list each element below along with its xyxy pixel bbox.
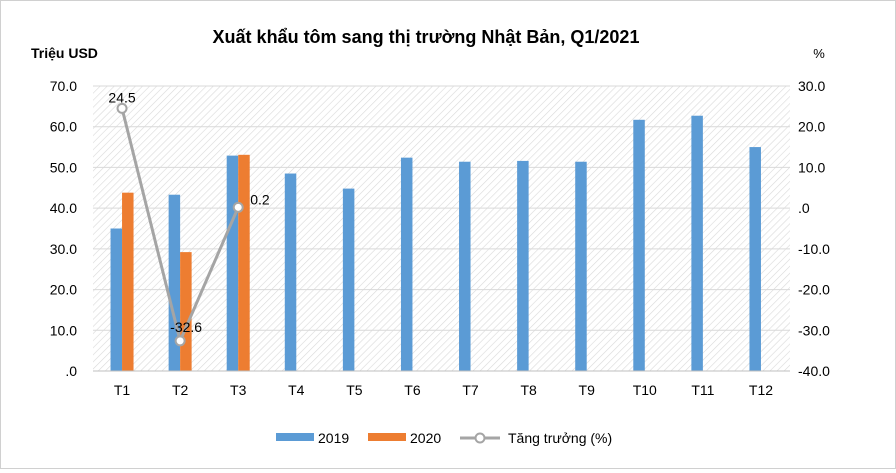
y-tick-label: 50.0 (50, 159, 77, 175)
y2-axis-label: % (813, 46, 825, 61)
bar-2019 (633, 119, 645, 372)
growth-point (232, 201, 244, 213)
bar-2019 (691, 115, 703, 371)
bar-2019 (517, 160, 529, 371)
growth-data-label: 24.5 (108, 89, 135, 105)
x-tick-label: T9 (579, 382, 596, 398)
y-axis-label: Triệu USD (31, 45, 98, 61)
y-tick-label: 40.0 (50, 200, 77, 216)
x-tick-label: T1 (114, 382, 131, 398)
y-axis-ticks: .0 10.0 20.0 30.0 40.0 50.0 60.0 70.0 (50, 78, 77, 379)
bar-2019 (575, 161, 587, 371)
bar-2019 (110, 228, 123, 371)
bar-2019 (168, 194, 181, 371)
x-tick-label: T2 (172, 382, 189, 398)
legend-swatch (276, 433, 314, 441)
y-tick-label: 60.0 (50, 119, 77, 135)
x-tick-label: T3 (230, 382, 247, 398)
y-tick-label: 70.0 (50, 78, 77, 94)
y2-tick-label: .0 (798, 200, 810, 216)
y2-tick-label: 30.0 (798, 78, 825, 94)
x-tick-label: T12 (749, 382, 773, 398)
legend-marker (474, 432, 486, 444)
y2-tick-label: 10.0 (798, 159, 825, 175)
bar-2019 (400, 157, 413, 371)
y-tick-label: 20.0 (50, 282, 77, 298)
gridlines (93, 85, 790, 331)
bar-2020 (180, 252, 192, 371)
y-tick-label: 30.0 (50, 241, 77, 257)
legend-swatch (368, 433, 406, 441)
bar-2019 (284, 173, 297, 371)
growth-point (174, 335, 186, 347)
legend: 2019 2020 Tăng trưởng (%) (276, 430, 612, 446)
x-tick-label: T5 (346, 382, 363, 398)
bar-2019 (459, 161, 471, 371)
bar-2019 (342, 188, 355, 371)
x-axis-ticks: T1 T2 T3 T4 T5 T6 T7 T8 T9 T10 T11 T12 (114, 382, 773, 398)
y-tick-label: .0 (65, 363, 77, 379)
x-tick-label: T4 (288, 382, 305, 398)
x-tick-label: T11 (691, 382, 714, 398)
y2-tick-label: -20.0 (798, 282, 830, 298)
growth-line-series: 24.5 -32.6 0.2 (108, 89, 270, 347)
y2-tick-label: -10.0 (798, 241, 830, 257)
growth-point (116, 102, 128, 114)
x-tick-label: T8 (520, 382, 537, 398)
bars (110, 115, 761, 372)
bar-2020 (122, 192, 134, 371)
x-tick-label: T10 (633, 382, 657, 398)
y2-tick-label: -40.0 (798, 363, 830, 379)
x-tick-label: T6 (404, 382, 421, 398)
growth-data-label: -32.6 (170, 319, 202, 335)
bar-2019 (749, 147, 761, 371)
bar-2020 (238, 154, 250, 371)
legend-label: 2019 (318, 430, 349, 446)
y2-tick-label: 20.0 (798, 119, 825, 135)
y-tick-label: 10.0 (50, 322, 77, 338)
chart-title: Xuất khẩu tôm sang thị trường Nhật Bản, … (213, 27, 640, 47)
y2-axis-ticks: -40.0 -30.0 -20.0 -10.0 .0 10.0 20.0 30.0 (798, 78, 830, 379)
legend-label: 2020 (410, 430, 441, 446)
bar-2019 (226, 155, 239, 371)
x-tick-label: T7 (462, 382, 479, 398)
legend-label: Tăng trưởng (%) (508, 430, 612, 446)
plot-area (93, 86, 790, 371)
growth-data-label: 0.2 (250, 191, 270, 207)
y2-tick-label: -30.0 (798, 322, 830, 338)
